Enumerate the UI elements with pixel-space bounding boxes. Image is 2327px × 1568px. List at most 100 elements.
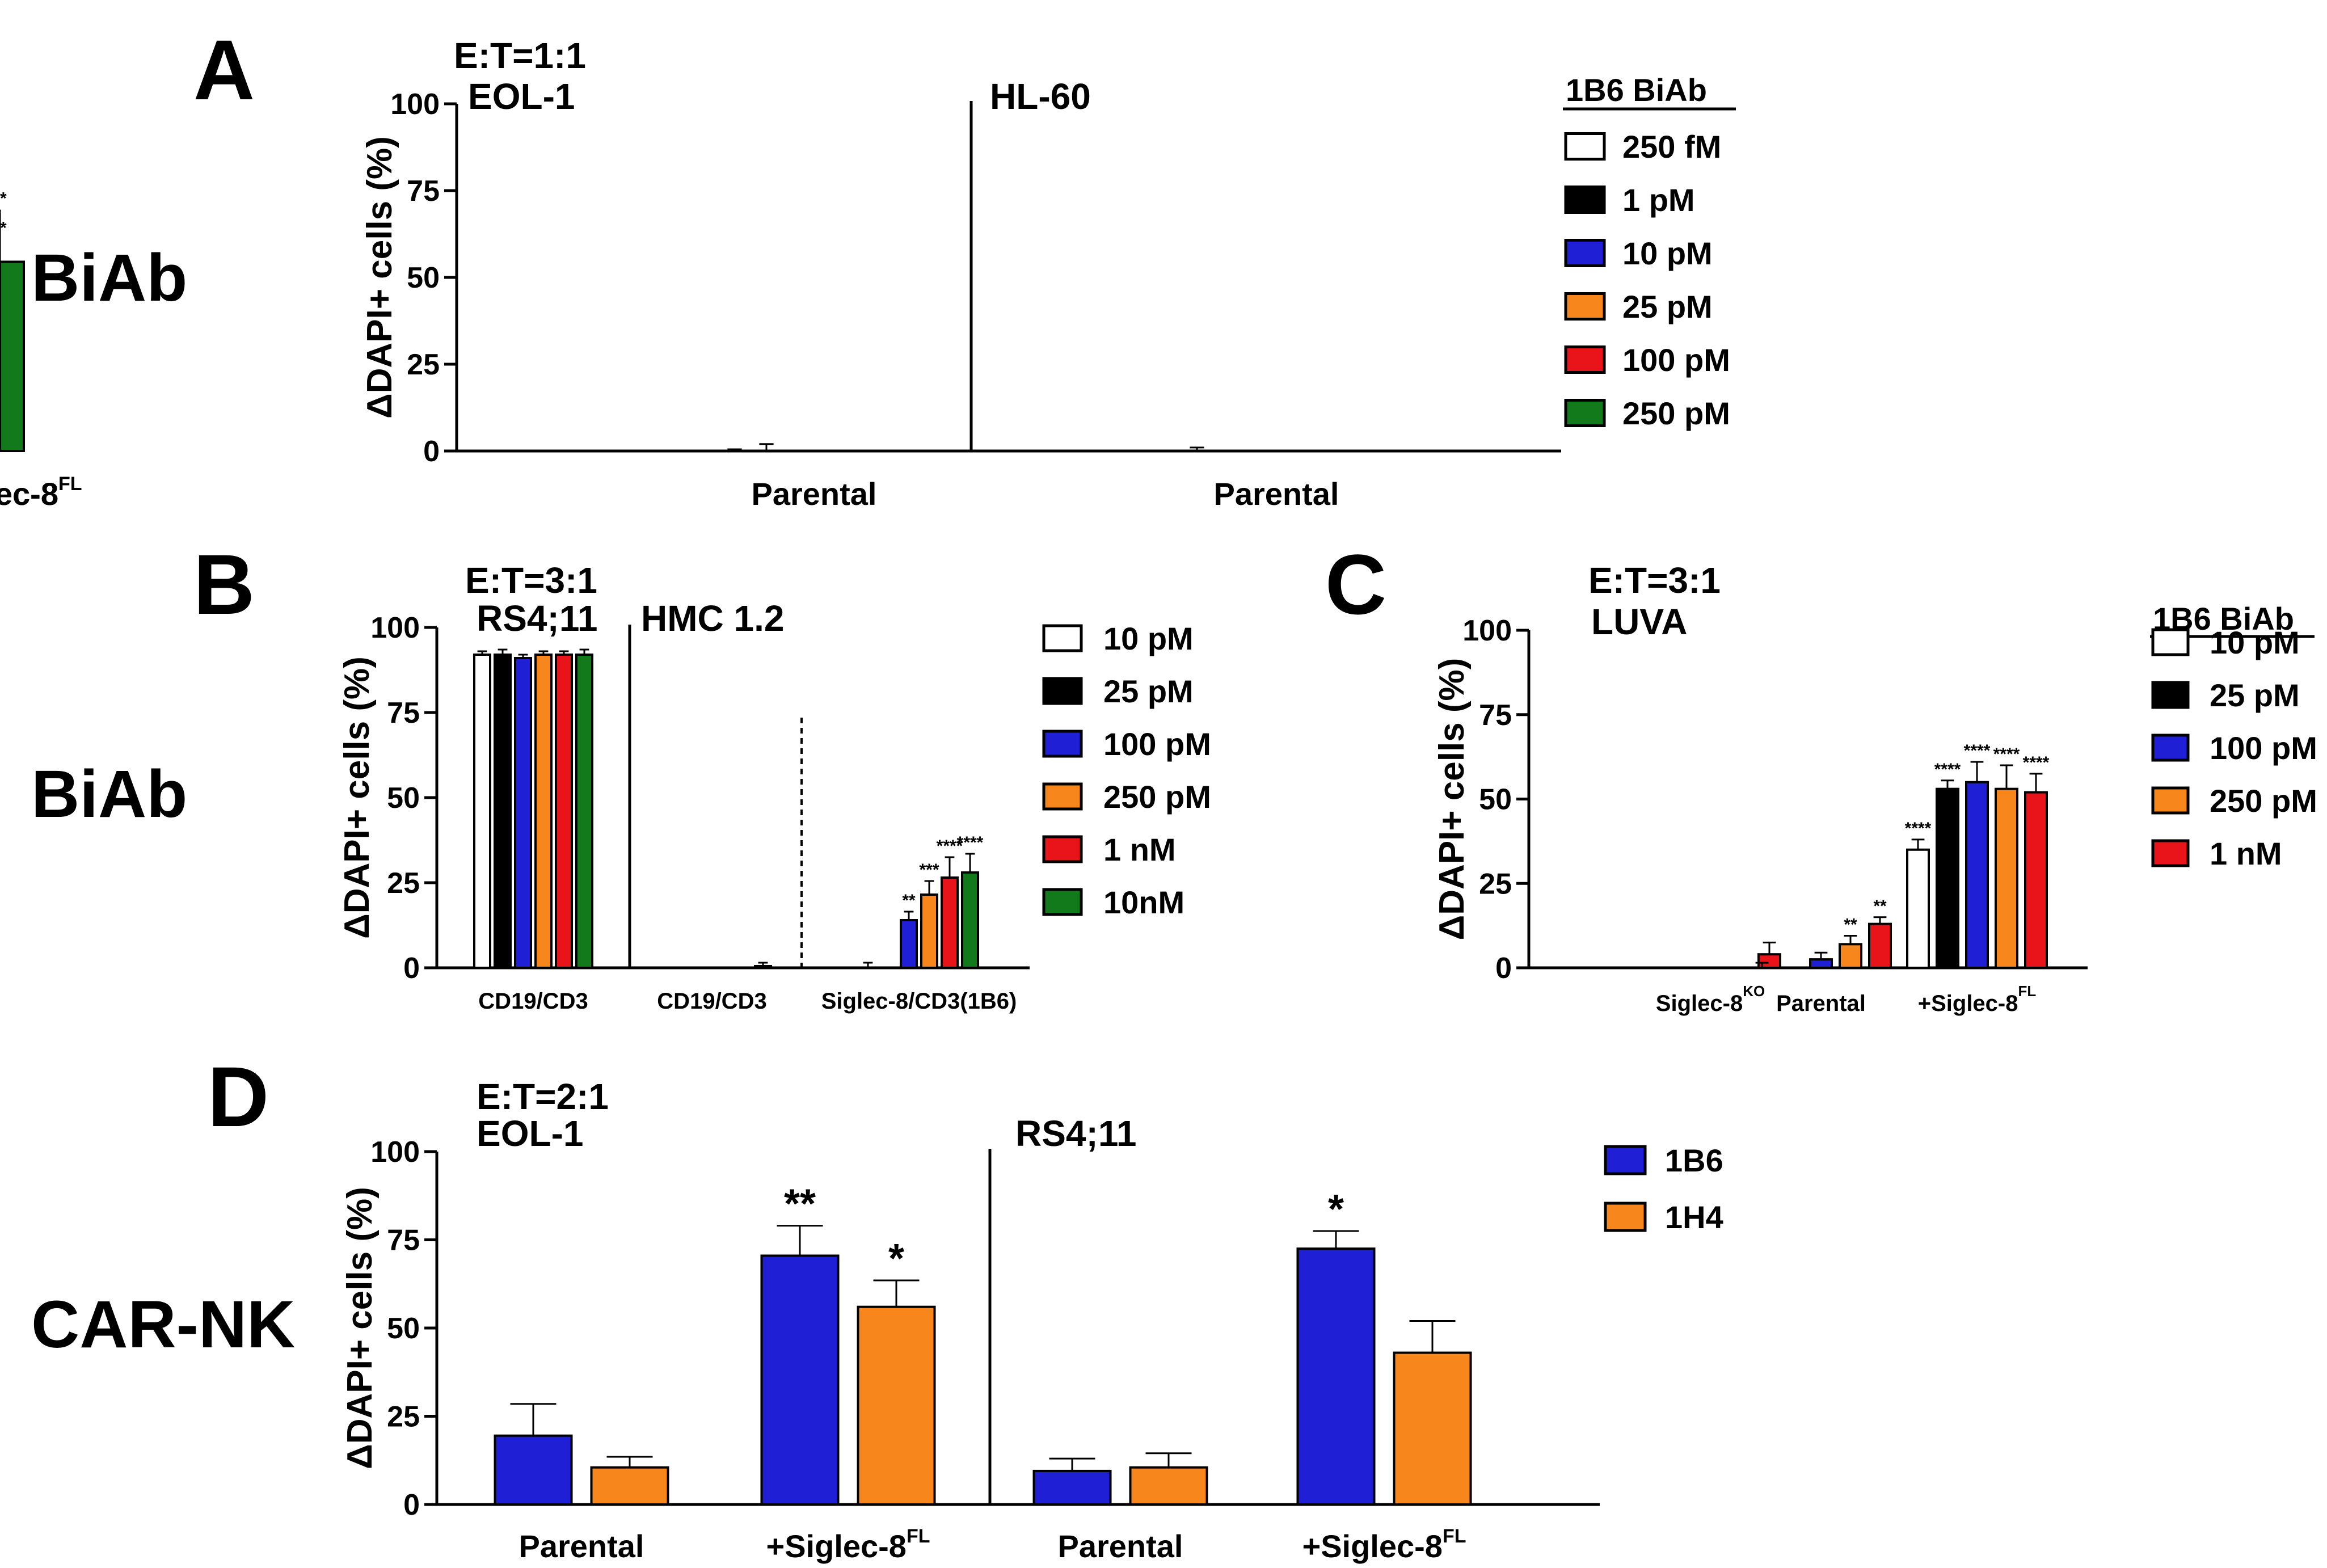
panel-a-legend-label: 100 pM <box>1622 342 1730 378</box>
panel-b-legend-swatch <box>1042 888 1083 916</box>
panel-c-letter: C <box>1325 537 1386 632</box>
panel-c-bar <box>1809 958 1833 969</box>
panel-d-bar <box>1032 1469 1112 1506</box>
panel-a-legend-label: 10 pM <box>1622 235 1713 271</box>
panel-d-letter: D <box>208 1049 269 1144</box>
panel-c-significance-marker: ** <box>1873 897 1887 916</box>
panel-b-legend-label: 10nM <box>1103 884 1184 920</box>
panel-a-legend-swatch <box>1564 186 1606 214</box>
panel-b-bar <box>920 893 938 969</box>
panel-d-bar <box>1393 1351 1472 1506</box>
panel-c-category-label-sup: FL <box>2018 983 2037 1000</box>
panel-b-y-tick-label: 0 <box>403 952 420 985</box>
panel-c-bar <box>1868 922 1892 970</box>
panel-d-y-tick-label: 75 <box>387 1224 420 1257</box>
panel-a-legend-swatch <box>1564 132 1606 161</box>
panel-d-y-tick-label: 0 <box>403 1489 420 1521</box>
panel-a-legend-swatch <box>1564 239 1606 267</box>
panel-b-y-tick-label: 75 <box>387 697 420 730</box>
panel-c-bar <box>1936 787 1959 970</box>
panel-c-y-tick-label: 75 <box>1479 699 1512 732</box>
panel-d-legend-swatch <box>1604 1202 1647 1232</box>
panel-c-legend-label: 10 pM <box>2210 625 2300 660</box>
panel-c-y-tick-label: 0 <box>1495 952 1512 985</box>
panel-c-legend-swatch <box>2151 681 2190 709</box>
panel-a-category-label-sup: FL <box>58 473 82 495</box>
panel-b-bar <box>514 657 532 969</box>
panel-a-legend-label: 250 fM <box>1622 129 1721 165</box>
panel-c-legend-swatch <box>2151 839 2190 867</box>
panel-a-category-label-sup: FL <box>58 473 82 495</box>
panel-d-bar <box>1296 1247 1376 1506</box>
panel-c-category-label-text: Parental <box>1776 991 1866 1016</box>
panel-c-legend-label: 100 pM <box>2210 730 2317 766</box>
panel-c-category-label-sup: KO <box>1743 983 1765 1000</box>
panel-b-legend-swatch <box>1042 730 1083 758</box>
panel-c-legend-label: 1 nM <box>2210 836 2282 871</box>
panel-b-legend-label: 1 nM <box>1103 832 1176 867</box>
panel-d-y-tick-label: 100 <box>370 1136 420 1169</box>
panel-d-bar <box>590 1466 669 1506</box>
panel-a-cell-line-label: EOL-1 <box>468 76 575 117</box>
panel-c-y-tick-label: 50 <box>1479 783 1512 816</box>
panel-b-significance-marker: **** <box>937 837 963 855</box>
panel-d-category-label: Parental <box>519 1528 644 1564</box>
panel-b-legend-swatch <box>1042 782 1083 811</box>
panel-b-bar <box>473 654 491 969</box>
panel-b-bar <box>575 654 593 969</box>
panel-b-legend-label: 25 pM <box>1103 673 1194 709</box>
panel-d-y-tick-label: 50 <box>387 1312 420 1345</box>
panel-b-legend-swatch <box>1042 835 1083 863</box>
panel-b-significance-marker: **** <box>957 833 984 852</box>
panel-d-bar <box>1129 1466 1208 1506</box>
panel-c-cell-line-label: LUVA <box>1591 601 1687 642</box>
panel-c-legend-swatch <box>2151 734 2190 762</box>
panel-a-y-tick-label: 75 <box>407 175 440 208</box>
panel-a-y-tick-label: 50 <box>407 262 440 294</box>
panel-c-bar <box>1839 943 1862 969</box>
panel-b-cell-line-label: HMC 1.2 <box>641 598 785 639</box>
panel-a-category-label: Parental <box>752 476 877 512</box>
panel-c-y-tick-label: 100 <box>1462 614 1512 647</box>
panel-c-legend-swatch <box>2151 628 2190 656</box>
panel-b-category-label: CD19/CD3 <box>657 989 766 1014</box>
panel-b-y-tick-label: 50 <box>387 782 420 815</box>
panel-b-legend-swatch <box>1042 624 1083 652</box>
panel-a-legend-label: 1 pM <box>1622 182 1695 218</box>
panel-d-y-tick-label: 25 <box>387 1401 420 1434</box>
panel-c-category-label-text: Siglec-8 <box>1656 991 1743 1016</box>
panel-a-category-label: Parental <box>1214 476 1339 512</box>
panel-b-legend-swatch <box>1042 677 1083 705</box>
panel-b-bar <box>961 871 979 969</box>
panel-c-bar <box>1965 781 1989 969</box>
panel-d-category-label-text: Parental <box>1058 1528 1183 1564</box>
panel-c-bar <box>2024 791 2048 969</box>
panel-c-y-axis-title: ΔDAPI+ cells (%) <box>1432 658 1472 941</box>
panel-a-category-label-text: Parental <box>1214 476 1339 512</box>
panel-a-category-label-text: +Siglec-8 <box>0 476 58 512</box>
panel-c-category-label: +Siglec-8FL <box>1918 983 2037 1016</box>
panel-a-y-tick-label: 0 <box>423 435 440 468</box>
panel-d-legend-swatch <box>1604 1145 1647 1175</box>
panel-c-significance-marker: ** <box>1844 915 1857 934</box>
panel-a-y-axis-title: ΔDAPI+ cells (%) <box>360 136 399 419</box>
panel-a-category-label-text: Parental <box>752 476 877 512</box>
panel-d-bar <box>760 1254 840 1506</box>
panel-a-significance-marker: ** <box>0 189 7 208</box>
panel-b-significance-marker: *** <box>919 861 939 879</box>
panel-c-significance-marker: **** <box>1905 819 1932 838</box>
panel-c-significance-marker: **** <box>1934 760 1961 779</box>
panel-d-category-label-text: +Siglec-8 <box>1302 1528 1442 1564</box>
panel-c-significance-marker: **** <box>1993 745 2020 764</box>
panel-c-et-ratio: E:T=3:1 <box>1588 560 1721 601</box>
panel-c-bar <box>1995 787 2018 970</box>
panel-d-legend-label: 1B6 <box>1665 1143 1723 1178</box>
panel-b-legend-label: 100 pM <box>1103 726 1211 762</box>
panel-c-legend-label: 25 pM <box>2210 677 2300 713</box>
panel-a-category-label: +Siglec-8FL <box>0 473 82 512</box>
panel-d-significance-marker: * <box>888 1236 904 1282</box>
panel-a-legend-label: 250 pM <box>1622 395 1730 431</box>
panel-a-legend-swatch <box>1564 345 1606 374</box>
panel-a-y-tick-label: 100 <box>390 88 440 121</box>
